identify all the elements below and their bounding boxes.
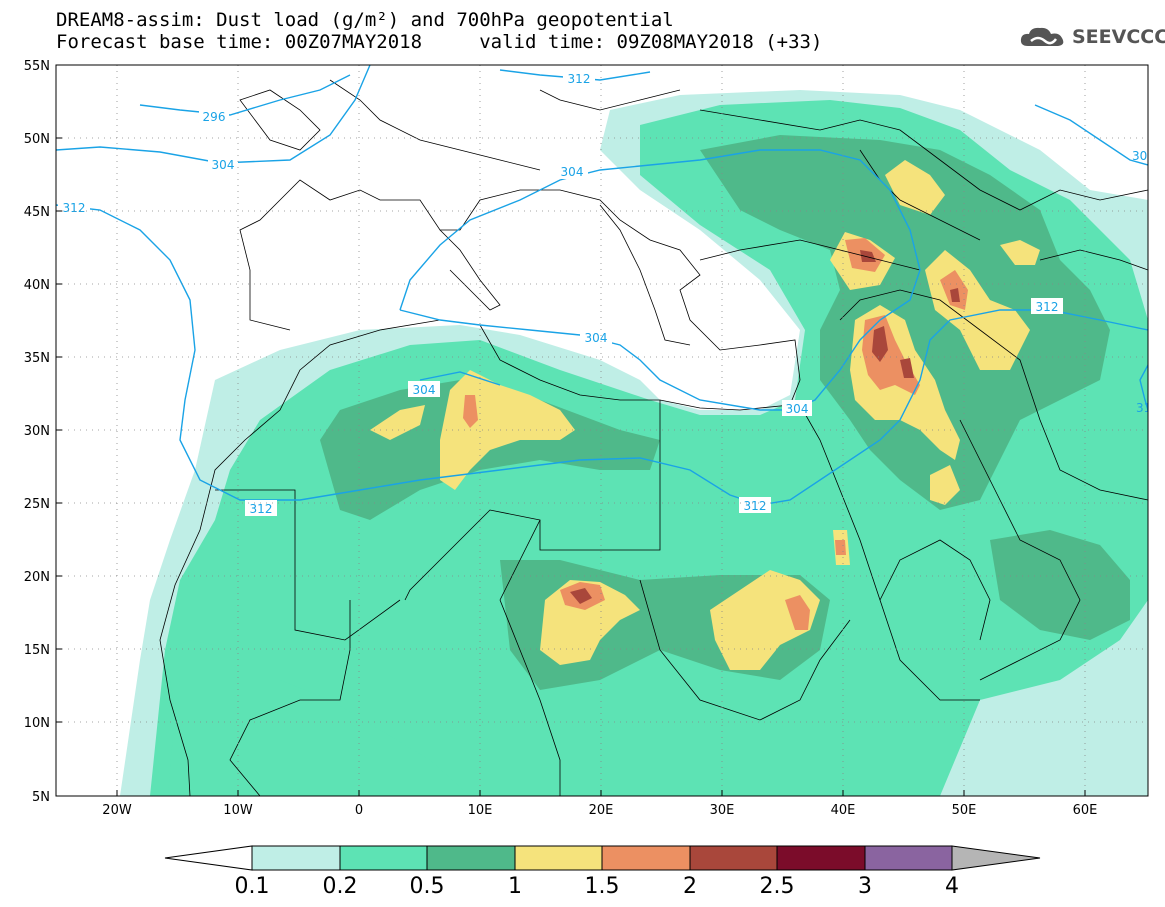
colorbar-label: 3 xyxy=(858,874,872,899)
colorbar-label: 0.1 xyxy=(235,874,270,899)
contour-labels: 296 304 312 312 304 304 312 312 304 312 … xyxy=(58,70,1151,516)
lat-label: 45N xyxy=(24,205,50,220)
colorbar-label: 2.5 xyxy=(760,874,795,899)
contour-label: 312 xyxy=(250,502,273,516)
colorbar-label: 0.2 xyxy=(323,874,358,899)
lat-label: 30N xyxy=(24,424,50,439)
map-subtitle: Forecast base time: 00Z07MAY2018 valid t… xyxy=(56,31,823,53)
graticule xyxy=(56,65,1148,796)
contour-label: 31 xyxy=(1136,401,1151,415)
longitude-labels: 20W 10W 0 10E 20E 30E 40E 50E 60E xyxy=(102,803,1097,818)
lat-label: 25N xyxy=(24,497,50,512)
lon-label: 50E xyxy=(952,803,977,818)
colorbar-box xyxy=(426,845,516,871)
tick-marks xyxy=(56,64,1086,797)
colorbar-box xyxy=(251,845,341,871)
lat-label: 20N xyxy=(24,570,50,585)
contour-label: 304 xyxy=(585,331,608,345)
colorbar-label: 4 xyxy=(945,874,959,899)
colorbar: 0.1 0.2 0.5 1 1.5 2 2.5 3 4 xyxy=(164,845,1041,899)
colorbar-box xyxy=(776,845,866,871)
latitude-labels: 55N 50N 45N 40N 35N 30N 25N 20N 15N 10N … xyxy=(24,59,50,805)
map-title: DREAM8-assim: Dust load (g/m²) and 700hP… xyxy=(56,9,674,31)
colorbar-label: 1.5 xyxy=(585,874,620,899)
contour-label: 312 xyxy=(63,201,86,215)
lon-label: 40E xyxy=(831,803,856,818)
colorbar-box xyxy=(514,845,603,871)
contour-label: 304 xyxy=(786,402,809,416)
lat-label: 10N xyxy=(24,716,50,731)
geopotential-contours xyxy=(56,65,1148,506)
colorbar-left-arrow xyxy=(164,845,253,871)
logo-text: SEEVCCC xyxy=(1072,26,1165,48)
map-area: 296 304 312 312 304 304 312 312 304 312 … xyxy=(56,65,1151,796)
lon-label: 10W xyxy=(223,803,253,818)
lat-label: 55N xyxy=(24,59,50,74)
contour-label: 312 xyxy=(1036,300,1059,314)
contour-label: 312 xyxy=(744,499,767,513)
lat-label: 35N xyxy=(24,351,50,366)
dust-layer-2 xyxy=(570,250,960,604)
cloud-icon xyxy=(1020,27,1064,46)
contour-label: 30 xyxy=(1132,149,1147,163)
colorbar-box xyxy=(864,845,953,871)
colorbar-box xyxy=(601,845,691,871)
contour-label: 304 xyxy=(561,165,584,179)
lon-label: 20E xyxy=(589,803,614,818)
lat-label: 40N xyxy=(24,278,50,293)
contour-label: 312 xyxy=(568,72,591,86)
colorbar-right-arrow xyxy=(951,845,1041,871)
lat-label: 5N xyxy=(32,790,50,805)
colorbar-label: 0.5 xyxy=(410,874,445,899)
lon-label: 10E xyxy=(468,803,493,818)
lon-label: 60E xyxy=(1073,803,1098,818)
lon-label: 30E xyxy=(710,803,735,818)
contour-label: 296 xyxy=(203,110,226,124)
colorbar-box xyxy=(339,845,428,871)
seevccc-logo: SEEVCCC xyxy=(1018,24,1165,50)
lat-label: 50N xyxy=(24,132,50,147)
contour-label: 304 xyxy=(413,383,436,397)
lat-label: 15N xyxy=(24,643,50,658)
colorbar-label: 1 xyxy=(508,874,522,899)
colorbar-label: 2 xyxy=(683,874,697,899)
colorbar-box xyxy=(689,845,778,871)
borders xyxy=(159,79,1148,796)
lon-label: 20W xyxy=(102,803,132,818)
lon-label: 0 xyxy=(355,803,363,818)
contour-label: 304 xyxy=(212,158,235,172)
